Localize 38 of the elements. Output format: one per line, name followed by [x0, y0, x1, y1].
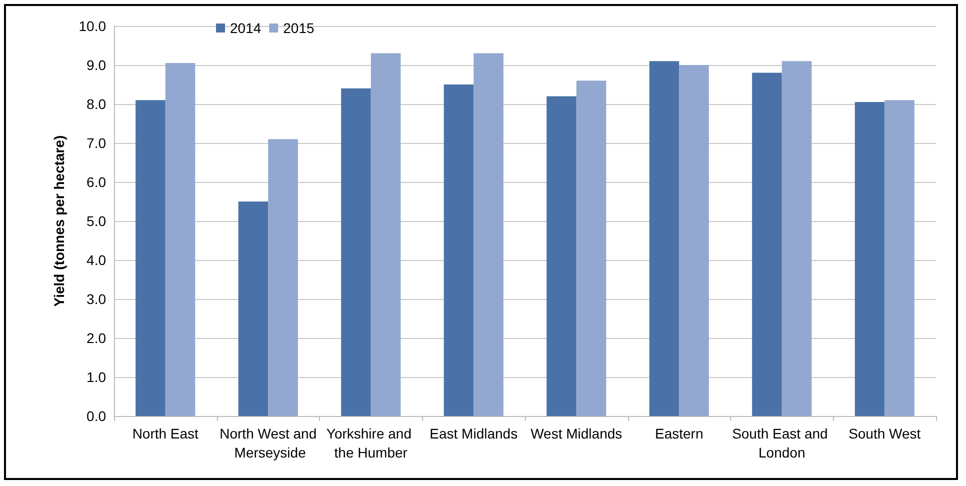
y-tick-label: 7.0	[86, 135, 106, 151]
y-tick-label: 10.0	[78, 18, 106, 34]
x-tick-label: Eastern	[655, 426, 704, 442]
bar	[136, 100, 166, 416]
bar	[444, 84, 474, 416]
bar	[268, 139, 298, 416]
legend-label: 2014	[230, 20, 262, 36]
y-tick-label: 2.0	[86, 330, 106, 346]
bar	[370, 53, 401, 416]
y-tick-label: 3.0	[86, 291, 106, 307]
bar	[782, 61, 812, 416]
x-tick-label: North East	[132, 426, 199, 442]
bar	[884, 100, 914, 416]
y-tick-label: 5.0	[86, 213, 106, 229]
bar	[679, 65, 709, 416]
y-tick-label: 9.0	[86, 57, 106, 73]
x-tick-label: Yorkshire and the Humber	[326, 426, 416, 460]
x-tick-label: East Midlands	[430, 426, 518, 442]
y-tick-label: 1.0	[86, 369, 106, 385]
y-tick-label: 8.0	[86, 96, 106, 112]
y-tick-label: 4.0	[86, 252, 106, 268]
bar	[752, 72, 782, 416]
bar	[238, 202, 268, 416]
bar	[649, 61, 680, 416]
legend-label: 2015	[283, 20, 315, 36]
bar	[341, 88, 371, 416]
x-tick-label: North West and Merseyside	[220, 426, 317, 460]
bar	[576, 80, 606, 416]
x-tick-label: West Midlands	[530, 426, 622, 442]
bar	[546, 96, 576, 416]
y-tick-label: 0.0	[86, 408, 106, 424]
y-axis-title: Yield (tonnes per hectare)	[51, 135, 67, 307]
x-tick-label: South West	[848, 426, 921, 442]
y-tick-label: 6.0	[86, 174, 106, 190]
x-tick-label: South East and London	[732, 426, 832, 460]
bar	[854, 102, 885, 416]
bar	[474, 53, 504, 416]
bar	[165, 63, 196, 416]
